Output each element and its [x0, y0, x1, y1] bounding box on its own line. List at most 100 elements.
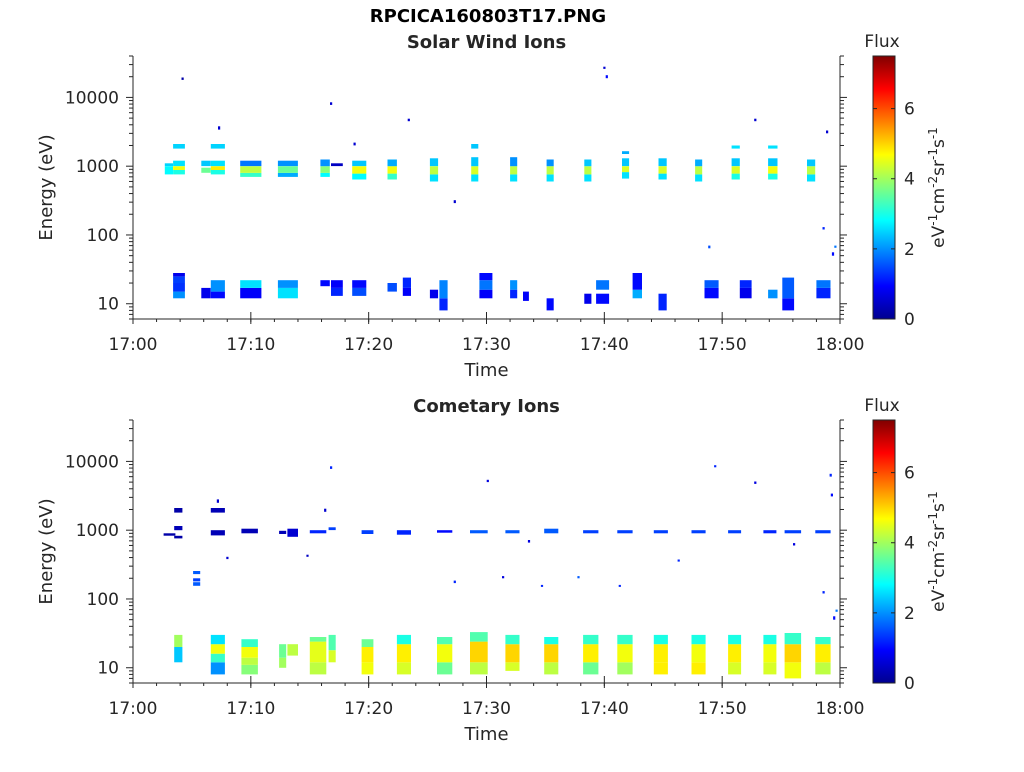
flux-cell — [470, 530, 488, 534]
flux-cell — [287, 528, 298, 537]
flux-cell — [174, 526, 183, 531]
flux-cell — [622, 166, 630, 173]
x-tick-label: 17:10 — [226, 699, 275, 719]
flux-cell — [584, 166, 592, 175]
flux-cell — [210, 653, 225, 663]
flux-point — [486, 479, 489, 483]
flux-cell — [653, 530, 668, 534]
flux-cell — [768, 289, 778, 299]
flux-point — [353, 142, 356, 146]
flux-cell — [763, 634, 777, 645]
y-tick-label: 10000 — [65, 88, 119, 108]
flux-cell — [704, 287, 719, 299]
colorbar-tick-label: 2 — [904, 604, 915, 624]
flux-cell — [768, 158, 778, 167]
flux-cell — [632, 289, 642, 299]
flux-cell — [396, 530, 411, 535]
flux-cell — [210, 530, 225, 536]
flux-cell — [240, 166, 262, 173]
flux-point — [793, 543, 796, 546]
flux-point — [216, 499, 219, 503]
flux-cell — [429, 174, 439, 182]
flux-cell — [622, 151, 630, 154]
flux-point — [714, 465, 717, 468]
x-tick-label: 17:40 — [580, 699, 629, 719]
colorbar — [872, 419, 896, 684]
flux-cell — [429, 166, 439, 175]
flux-cell — [210, 280, 225, 292]
flux-cell — [583, 530, 599, 534]
flux-point — [226, 556, 229, 560]
flux-point — [708, 245, 711, 249]
flux-cell — [510, 157, 518, 167]
flux-cell — [546, 166, 554, 175]
flux-cell — [622, 158, 630, 167]
flux-cell — [279, 644, 287, 658]
flux-cell — [653, 634, 668, 645]
flux-cell — [320, 172, 330, 177]
flux-cell — [173, 273, 185, 277]
flux-cell — [546, 298, 554, 311]
y-tick-label: 10 — [97, 295, 119, 315]
x-tick-label: 17:10 — [226, 335, 275, 355]
flux-cell — [695, 159, 703, 167]
flux-cell — [309, 662, 327, 675]
flux-cell — [658, 173, 667, 180]
flux-cell — [510, 280, 518, 290]
flux-cell — [437, 530, 453, 533]
flux-cell — [201, 167, 211, 173]
y-tick-label: 100 — [87, 226, 119, 246]
flux-cell — [596, 293, 610, 304]
flux-point — [754, 118, 757, 122]
chart-panel-2: Cometary Ions 17:00 17:10 17:20 17:30 17:40 17… — [36, 396, 949, 745]
flux-cell — [544, 528, 559, 534]
flux-cell — [584, 159, 592, 167]
flux-cell — [784, 530, 802, 534]
flux-point — [324, 508, 327, 512]
flux-cell — [201, 287, 211, 299]
flux-cell — [352, 166, 367, 174]
flux-cell — [193, 578, 201, 582]
flux-cell — [728, 530, 742, 534]
flux-cell — [658, 158, 667, 167]
flux-cell — [815, 662, 831, 675]
flux-cell — [309, 641, 327, 663]
flux-cell — [691, 530, 706, 534]
flux-cell — [470, 632, 488, 642]
flux-cell — [815, 530, 831, 534]
flux-cell — [739, 287, 752, 299]
colorbar-tick-label: 4 — [904, 170, 915, 190]
flux-cell — [583, 644, 599, 663]
flux-cell — [174, 647, 183, 663]
flux-cell — [617, 662, 633, 675]
flux-cell — [632, 273, 642, 290]
flux-cell — [617, 634, 633, 645]
flux-cell — [331, 163, 343, 167]
flux-cell — [728, 662, 742, 675]
y-axis-label: Energy (eV) — [36, 134, 57, 240]
flux-cell — [320, 280, 330, 287]
flux-cell — [173, 160, 185, 167]
flux-cell — [768, 173, 778, 180]
flux-cell — [279, 530, 287, 534]
figure-title: RPCICA160803T17.PNG — [369, 6, 607, 27]
flux-cell — [505, 662, 520, 671]
flux-cell — [470, 662, 488, 675]
flux-cell — [241, 528, 258, 534]
flux-cell — [596, 280, 610, 290]
flux-cell — [470, 641, 488, 663]
flux-cell — [784, 644, 802, 663]
flux-cell — [617, 644, 633, 663]
flux-cell — [210, 508, 225, 513]
colorbar-tick-label: 2 — [904, 240, 915, 260]
flux-cell — [546, 159, 554, 167]
flux-cell — [164, 166, 173, 175]
flux-point — [833, 616, 836, 620]
flux-cell — [174, 535, 183, 539]
flux-cell — [173, 170, 185, 175]
colorbar-tick-label: 0 — [904, 674, 915, 694]
flux-point — [330, 102, 333, 105]
y-tick-label: 10 — [97, 659, 119, 679]
panel-title: Cometary Ions — [413, 396, 560, 417]
flux-cell — [328, 527, 336, 531]
